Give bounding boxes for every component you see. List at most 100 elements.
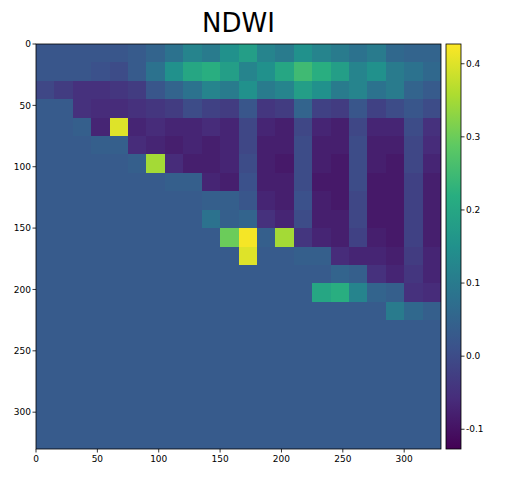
cell — [128, 357, 147, 376]
cell — [110, 394, 129, 413]
cell — [349, 339, 368, 358]
cell — [331, 394, 350, 413]
cell — [423, 154, 441, 173]
cell — [36, 191, 55, 210]
cell — [36, 302, 55, 321]
cell — [423, 81, 441, 100]
x-tick-label: 100 — [150, 454, 167, 464]
cell — [349, 228, 368, 247]
cell — [331, 339, 350, 358]
cell — [349, 44, 368, 63]
cell — [54, 302, 73, 321]
cell — [220, 62, 239, 81]
cell — [220, 154, 239, 173]
cell — [36, 357, 55, 376]
cell — [91, 136, 110, 155]
cell — [128, 412, 147, 431]
cell — [146, 81, 165, 100]
cell — [239, 247, 258, 266]
cell — [73, 210, 92, 229]
cell — [386, 375, 405, 394]
cell — [73, 136, 92, 155]
cell — [349, 154, 368, 173]
cell — [423, 357, 441, 376]
cell — [73, 302, 92, 321]
cell — [239, 302, 258, 321]
cell — [183, 173, 202, 192]
cell — [312, 247, 331, 266]
cell — [239, 394, 258, 413]
cell — [331, 210, 350, 229]
cell — [294, 44, 313, 63]
cell — [91, 247, 110, 266]
y-tick — [33, 412, 37, 413]
cell — [165, 339, 184, 358]
cell — [220, 431, 239, 449]
cell — [128, 375, 147, 394]
title: NDWI — [202, 8, 275, 38]
colorbar-tick — [461, 356, 465, 357]
y-tick — [33, 44, 37, 45]
cell — [349, 62, 368, 81]
cell — [239, 265, 258, 284]
cell — [54, 154, 73, 173]
cell — [202, 375, 221, 394]
cell — [183, 118, 202, 137]
cell — [36, 339, 55, 358]
cell — [146, 210, 165, 229]
cell — [331, 154, 350, 173]
cell — [349, 412, 368, 431]
cell — [423, 339, 441, 358]
cell — [239, 320, 258, 339]
cell — [128, 154, 147, 173]
cell — [312, 339, 331, 358]
cell — [165, 412, 184, 431]
cell — [91, 265, 110, 284]
cell — [91, 320, 110, 339]
cell — [349, 283, 368, 302]
cell — [294, 357, 313, 376]
cell — [294, 394, 313, 413]
y-tick — [33, 289, 37, 290]
cell — [294, 431, 313, 449]
cell — [54, 357, 73, 376]
cell — [91, 81, 110, 100]
cell — [294, 412, 313, 431]
cell — [331, 302, 350, 321]
cell — [404, 339, 423, 358]
colorbar-tick-label: -0.1 — [466, 424, 484, 434]
cell — [423, 412, 441, 431]
cell — [202, 228, 221, 247]
x-tick-label: 0 — [33, 454, 39, 464]
cell — [423, 118, 441, 137]
cell — [202, 210, 221, 229]
cell — [91, 339, 110, 358]
cell — [91, 375, 110, 394]
colorbar-tick — [461, 429, 465, 430]
cell — [183, 210, 202, 229]
cell — [404, 265, 423, 284]
cell — [423, 283, 441, 302]
cell — [367, 431, 386, 449]
cell — [257, 44, 276, 63]
cell — [275, 154, 294, 173]
cell — [312, 228, 331, 247]
cell — [386, 302, 405, 321]
cell — [257, 210, 276, 229]
cell — [257, 394, 276, 413]
cell — [202, 191, 221, 210]
cell — [165, 99, 184, 118]
cell — [220, 339, 239, 358]
cell — [404, 210, 423, 229]
cell — [239, 357, 258, 376]
cell — [202, 339, 221, 358]
cell — [257, 228, 276, 247]
cell — [165, 191, 184, 210]
cell — [349, 302, 368, 321]
cell — [128, 62, 147, 81]
colorbar-tick — [461, 283, 465, 284]
cell — [183, 81, 202, 100]
cell — [183, 431, 202, 449]
cell — [36, 210, 55, 229]
cell — [275, 62, 294, 81]
